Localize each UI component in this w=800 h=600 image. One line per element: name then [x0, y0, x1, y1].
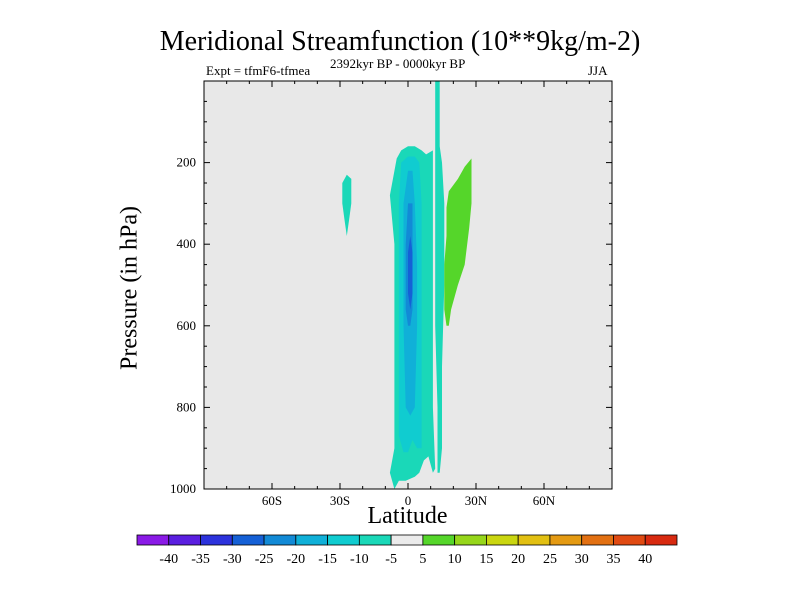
colorbar-label: 40	[638, 552, 652, 567]
colorbar-swatch	[581, 534, 614, 546]
colorbar-label: -35	[191, 552, 210, 567]
contour-vertical-plume	[435, 81, 445, 473]
colorbar-swatch	[549, 534, 583, 546]
colorbar-swatch	[390, 534, 424, 546]
x-tick-label: 60S	[262, 493, 282, 508]
y-tick-label: 800	[177, 399, 197, 414]
colorbar-swatch	[454, 534, 487, 546]
y-tick-label: 200	[177, 155, 197, 170]
colorbar-swatch	[136, 534, 170, 546]
period-label: 2392kyr BP - 0000kyr BP	[330, 56, 466, 71]
chart-title: Meridional Streamfunction (10**9kg/m-2)	[159, 26, 641, 57]
colorbar-swatch	[486, 534, 519, 546]
contour-negative-cell-core	[408, 236, 413, 310]
colorbar-swatch	[327, 534, 360, 546]
colorbar-label: -40	[159, 552, 178, 567]
colorbar-label: 10	[448, 552, 462, 567]
colorbar-swatch	[295, 534, 328, 546]
colorbar-label: -25	[255, 552, 274, 567]
colorbar-label: 30	[575, 552, 589, 567]
experiment-label: Expt = tfmF6-tfmea	[206, 63, 311, 78]
contour-small-negative-patch	[342, 174, 352, 236]
x-axis-label: Latitude	[367, 503, 448, 529]
colorbar-swatch	[358, 534, 392, 546]
x-tick-label: 30S	[330, 493, 350, 508]
colorbar-label: -15	[318, 552, 337, 567]
colorbar-label: 5	[419, 552, 426, 567]
y-tick-label: 600	[177, 318, 197, 333]
colorbar-label: -10	[350, 552, 369, 567]
x-tick-label: 30N	[465, 493, 488, 508]
colorbar-swatch	[231, 534, 265, 546]
contour-positive-patch	[444, 158, 472, 326]
colorbar-label: -5	[385, 552, 397, 567]
colorbar-label: -20	[286, 552, 305, 567]
colorbar-label: 15	[479, 552, 493, 567]
x-tick-label: 0	[405, 493, 412, 508]
colorbar-swatch	[422, 534, 456, 546]
colorbar-label: 20	[511, 552, 525, 567]
colorbar-swatch	[644, 534, 678, 546]
colorbar-swatch	[168, 534, 201, 546]
colorbar-label: 25	[543, 552, 557, 567]
season-label: JJA	[588, 63, 608, 78]
y-tick-label: 400	[177, 236, 197, 251]
colorbar-label: -30	[223, 552, 242, 567]
colorbar-label: 35	[606, 552, 620, 567]
colorbar-swatch	[263, 534, 297, 546]
y-tick-label: 1000	[170, 481, 196, 496]
colorbar-swatch	[517, 534, 551, 546]
colorbar-swatch	[613, 534, 646, 546]
x-tick-label: 60N	[533, 493, 556, 508]
colorbar-swatch	[200, 534, 233, 546]
